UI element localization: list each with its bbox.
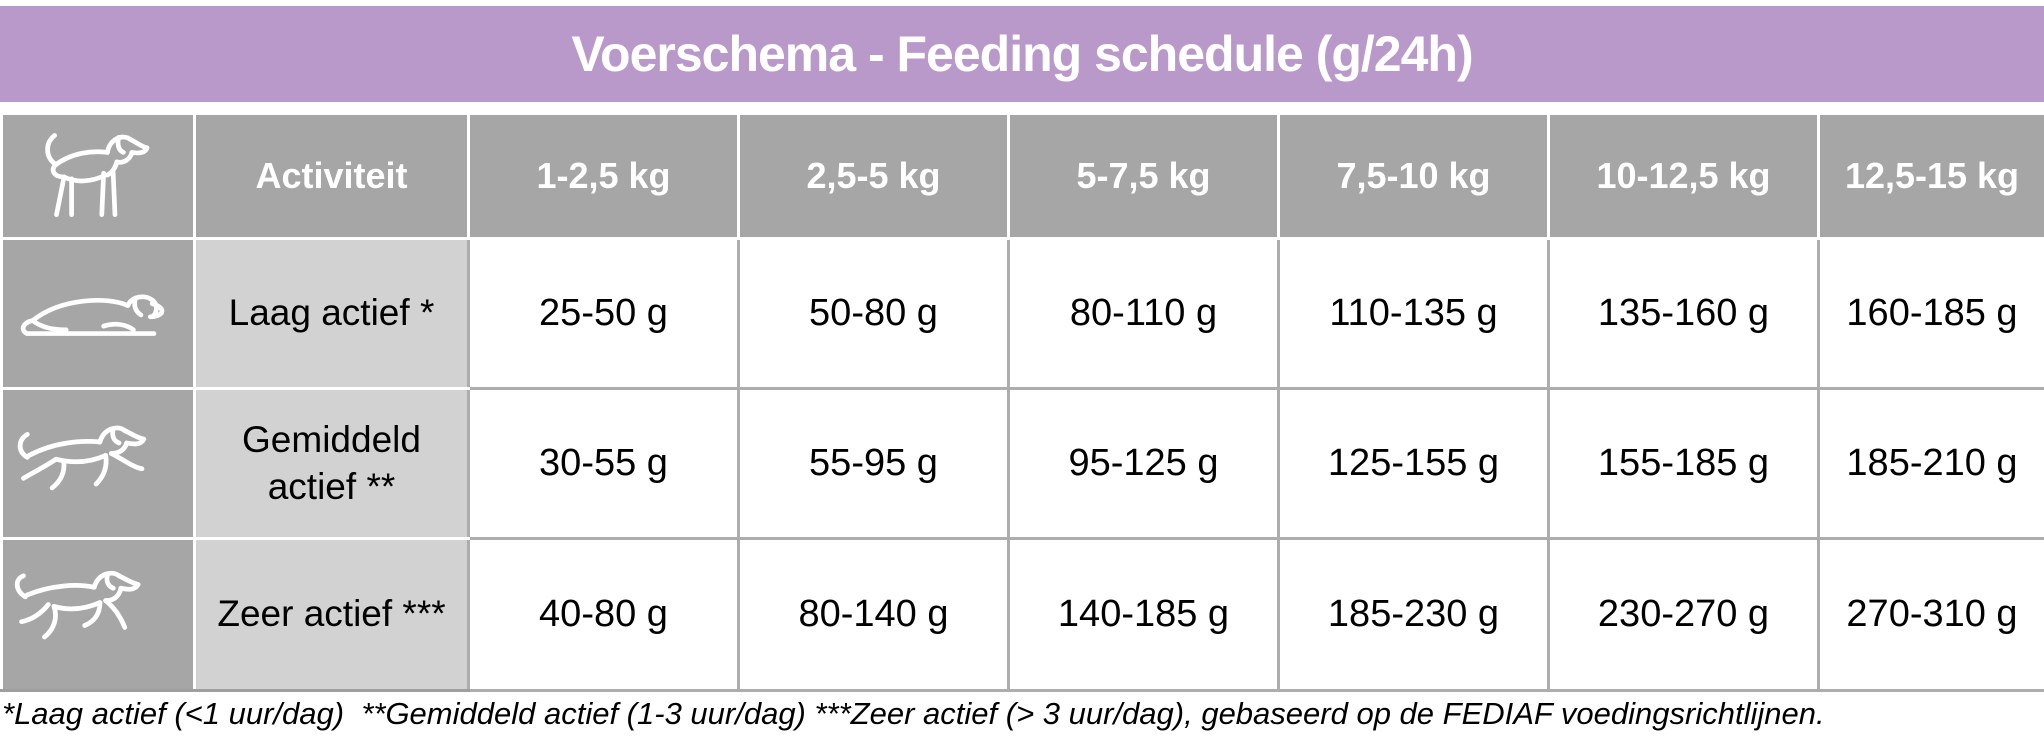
feeding-value: 30-55 g (467, 387, 740, 540)
feeding-value: 110-135 g (1277, 237, 1550, 390)
footnote: *Laag actief (<1 uur/dag) **Gemiddeld ac… (2, 696, 1825, 731)
activity-label: Zeer actief *** (193, 537, 470, 692)
column-header-weight-5: 10-12,5 kg (1547, 112, 1820, 240)
column-header-weight-3: 5-7,5 kg (1007, 112, 1280, 240)
row-icon-cell (0, 387, 196, 540)
feeding-value: 230-270 g (1547, 537, 1820, 692)
feeding-value: 80-140 g (737, 537, 1010, 692)
feeding-value: 185-230 g (1277, 537, 1550, 692)
feeding-value: 270-310 g (1817, 537, 2044, 692)
feeding-value: 160-185 g (1817, 237, 2044, 390)
feeding-value: 135-160 g (1547, 237, 1820, 390)
feeding-table: Activiteit 1-2,5 kg 2,5-5 kg 5-7,5 kg 7,… (0, 112, 2044, 692)
feeding-value: 185-210 g (1817, 387, 2044, 540)
row-icon-cell (0, 237, 196, 390)
page-title: Voerschema - Feeding schedule (g/24h) (571, 26, 1473, 82)
corner-icon-cell (0, 112, 196, 240)
feeding-value: 50-80 g (737, 237, 1010, 390)
table-row-laag-actief: Laag actief * 25-50 g 50-80 g 80-110 g 1… (0, 237, 2044, 390)
table-header-row: Activiteit 1-2,5 kg 2,5-5 kg 5-7,5 kg 7,… (0, 112, 2044, 240)
feeding-value: 125-155 g (1277, 387, 1550, 540)
column-header-activiteit: Activiteit (193, 112, 470, 240)
dog-lying-icon (20, 294, 165, 336)
title-bar: Voerschema - Feeding schedule (g/24h) (0, 6, 2044, 102)
feeding-value: 95-125 g (1007, 387, 1280, 540)
activity-label: Laag actief * (193, 237, 470, 390)
column-header-weight-1: 1-2,5 kg (467, 112, 740, 240)
dog-trotting-icon (17, 425, 147, 490)
feeding-value: 80-110 g (1007, 237, 1280, 390)
row-icon-cell (0, 537, 196, 692)
feeding-value: 40-80 g (467, 537, 740, 692)
column-header-weight-2: 2,5-5 kg (737, 112, 1010, 240)
dog-running-icon (14, 570, 141, 639)
feeding-value: 25-50 g (467, 237, 740, 390)
column-header-weight-4: 7,5-10 kg (1277, 112, 1550, 240)
table-row-gemiddeld-actief: Gemiddeld actief ** 30-55 g 55-95 g 95-1… (0, 387, 2044, 540)
column-header-weight-6: 12,5-15 kg (1817, 112, 2044, 240)
feeding-value: 155-185 g (1547, 387, 1820, 540)
feeding-value: 55-95 g (737, 387, 1010, 540)
dog-standing-icon (45, 133, 150, 218)
feeding-value: 140-185 g (1007, 537, 1280, 692)
activity-label: Gemiddeld actief ** (193, 387, 470, 540)
table-row-zeer-actief: Zeer actief *** 40-80 g 80-140 g 140-185… (0, 537, 2044, 692)
